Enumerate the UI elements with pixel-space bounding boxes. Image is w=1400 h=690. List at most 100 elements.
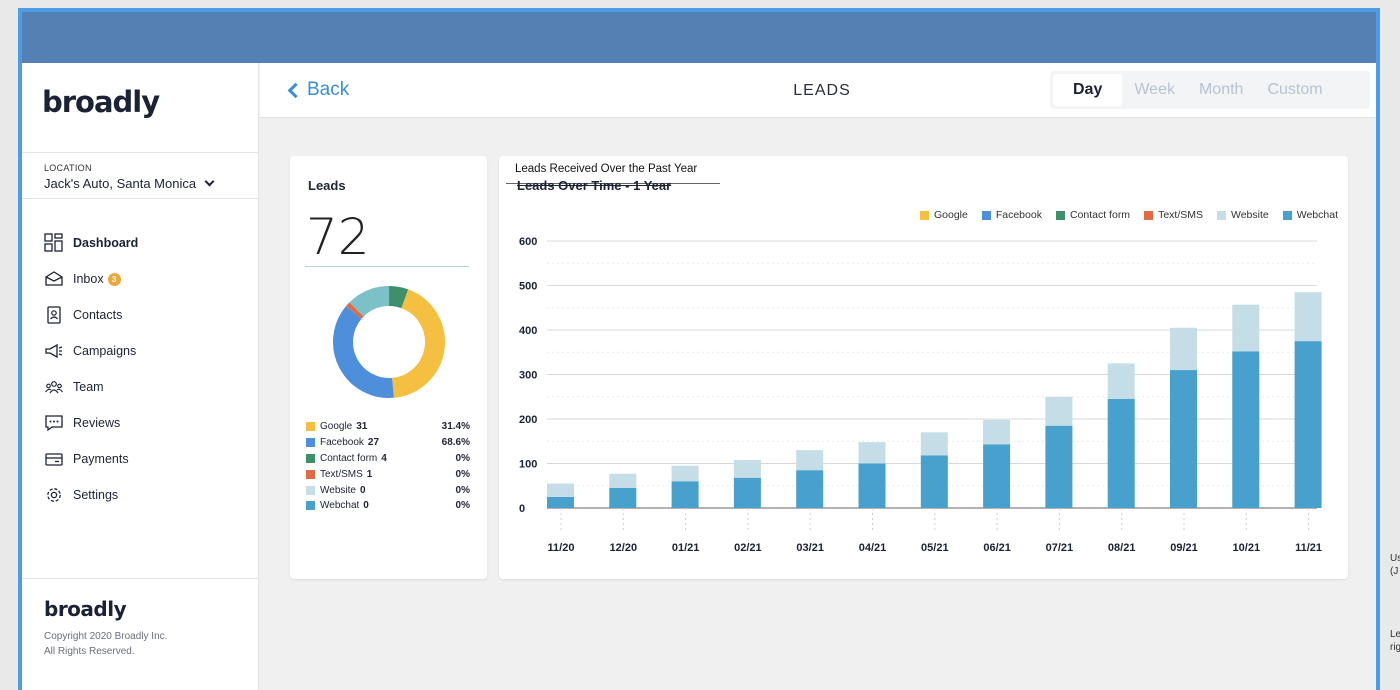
sidebar-item-inbox[interactable]: Inbox 3	[44, 261, 138, 297]
sidebar-item-dashboard[interactable]: Dashboard	[44, 225, 138, 261]
bar-segment-webchat[interactable]	[1294, 341, 1322, 508]
chart-title: Leads Over Time - 1 Year	[517, 178, 672, 193]
bar-segment-webchat[interactable]	[547, 496, 574, 508]
lead-source-name: Text/SMS	[320, 468, 363, 480]
bar-segment-website[interactable]	[983, 419, 1011, 445]
page-header: Back LEADS Day Week Month Custom	[260, 63, 1376, 118]
bar-segment-website[interactable]	[796, 450, 824, 471]
back-button[interactable]: Back	[287, 79, 349, 101]
sidebar-item-payments[interactable]: Payments	[44, 441, 138, 477]
side-note: Us (J	[1390, 552, 1400, 578]
leads-card-title: Leads	[308, 178, 346, 193]
legend-label: Website	[1231, 209, 1269, 221]
bar-segment-webchat[interactable]	[1107, 398, 1135, 508]
contacts-icon	[44, 305, 64, 325]
sidebar-item-contacts[interactable]: Contacts	[44, 297, 138, 333]
sidebar-item-settings[interactable]: Settings	[44, 477, 138, 513]
bar-segment-webchat[interactable]	[858, 463, 886, 509]
bar-segment-website[interactable]	[1294, 292, 1322, 342]
sidebar-item-label: Payments	[73, 452, 129, 466]
legend-label: Contact form	[1069, 209, 1131, 221]
legend-swatch	[306, 501, 315, 511]
bar-segment-webchat[interactable]	[733, 477, 761, 508]
bar-segment-webchat[interactable]	[796, 470, 824, 508]
sidebar-item-label: Reviews	[73, 416, 121, 430]
date-range-selector: Day Week Month Custom	[1050, 71, 1370, 109]
bar-segment-website[interactable]	[547, 483, 574, 497]
chevron-left-icon	[287, 82, 304, 98]
leads-divider	[305, 266, 469, 267]
bar-segment-webchat[interactable]	[609, 487, 637, 508]
bar-segment-website[interactable]	[671, 465, 699, 482]
megaphone-icon	[44, 341, 64, 361]
sidebar-item-reviews[interactable]: Reviews	[44, 405, 138, 441]
y-tick-label: 400	[519, 325, 537, 337]
y-tick-label: 600	[519, 236, 537, 248]
range-custom[interactable]: Custom	[1267, 81, 1323, 98]
donut-slice	[349, 285, 390, 317]
lead-source-row: Contact form 4 0%	[306, 451, 470, 467]
legend-swatch	[919, 210, 929, 220]
lead-source-name: Website	[320, 484, 356, 496]
lead-source-percent: 0%	[455, 468, 470, 480]
chart-legend-item: Google	[919, 209, 968, 221]
range-week[interactable]: Week	[1134, 81, 1175, 98]
chart-legend-item: Text/SMS	[1144, 209, 1203, 221]
y-tick-label: 500	[519, 281, 537, 293]
y-tick-label: 100	[519, 459, 537, 471]
copyright-line: Copyright 2020 Broadly Inc.	[44, 631, 168, 642]
x-tick-label: 10/21	[1233, 542, 1261, 554]
bar-segment-website[interactable]	[1170, 327, 1197, 371]
bar-segment-website[interactable]	[920, 432, 948, 456]
bar-segment-website[interactable]	[858, 442, 886, 464]
bar-segment-website[interactable]	[1107, 363, 1135, 399]
bar-segment-website[interactable]	[1045, 396, 1073, 426]
bar-segment-webchat[interactable]	[1232, 351, 1260, 508]
location-selector[interactable]: Jack's Auto, Santa Monica	[44, 176, 215, 191]
x-tick-label: 03/21	[796, 542, 824, 554]
bar-segment-website[interactable]	[609, 473, 637, 488]
top-bar	[22, 12, 1376, 63]
x-tick-label: 12/20	[610, 542, 638, 554]
lead-source-count: 27	[367, 437, 380, 449]
lead-source-percent: 0%	[455, 452, 470, 464]
sidebar-item-campaigns[interactable]: Campaigns	[44, 333, 138, 369]
bar-segment-webchat[interactable]	[983, 444, 1011, 508]
lead-source-row: Facebook 27 68.6%	[306, 435, 470, 451]
bar-segment-webchat[interactable]	[920, 455, 948, 508]
bar-segment-webchat[interactable]	[1170, 370, 1197, 508]
app-frame: broadly LOCATION Jack's Auto, Santa Moni…	[18, 8, 1380, 690]
broadly-footer-logo: broadly	[44, 597, 127, 621]
legend-swatch	[306, 438, 315, 448]
bar-segment-webchat[interactable]	[1045, 425, 1073, 508]
chart-title-rule	[506, 183, 720, 184]
y-tick-label: 0	[519, 503, 525, 515]
bar-segment-website[interactable]	[1232, 304, 1260, 352]
range-month[interactable]: Month	[1198, 81, 1244, 98]
x-tick-label: 09/21	[1170, 542, 1198, 554]
range-day[interactable]: Day	[1053, 74, 1123, 106]
gear-icon	[44, 485, 64, 505]
legend-swatch	[306, 469, 315, 479]
sidebar-item-label: Dashboard	[73, 236, 139, 250]
legend-swatch	[1055, 210, 1065, 220]
leads-bar-chart: 0 100 200 300 400 500 600 11/20 12/20 01/21 02/21 0…	[519, 236, 1322, 554]
chart-legend: Google Facebook Contact form Text/SMS Websit…	[906, 209, 1338, 221]
sidebar-item-label: Team	[73, 380, 104, 394]
sidebar-divider	[22, 578, 259, 579]
lead-source-count: 31	[356, 421, 368, 433]
leads-donut-chart	[333, 285, 445, 398]
legend-label: Text/SMS	[1158, 209, 1203, 221]
bar-segment-webchat[interactable]	[671, 481, 699, 508]
location-value: Jack's Auto, Santa Monica	[44, 176, 197, 191]
broadly-logo[interactable]: broadly	[42, 85, 160, 119]
leads-total: 72	[306, 208, 370, 266]
sidebar-item-team[interactable]: Team	[44, 369, 138, 405]
lead-source-percent: 0%	[455, 484, 470, 496]
copyright-text: Copyright 2020 Broadly Inc. All Rights R…	[44, 629, 167, 659]
sidebar-item-label: Settings	[73, 488, 119, 502]
side-note-line: Us	[1390, 553, 1400, 564]
bar-segment-website[interactable]	[733, 459, 761, 478]
inbox-icon	[44, 269, 64, 289]
side-note-line: (J	[1390, 566, 1399, 577]
